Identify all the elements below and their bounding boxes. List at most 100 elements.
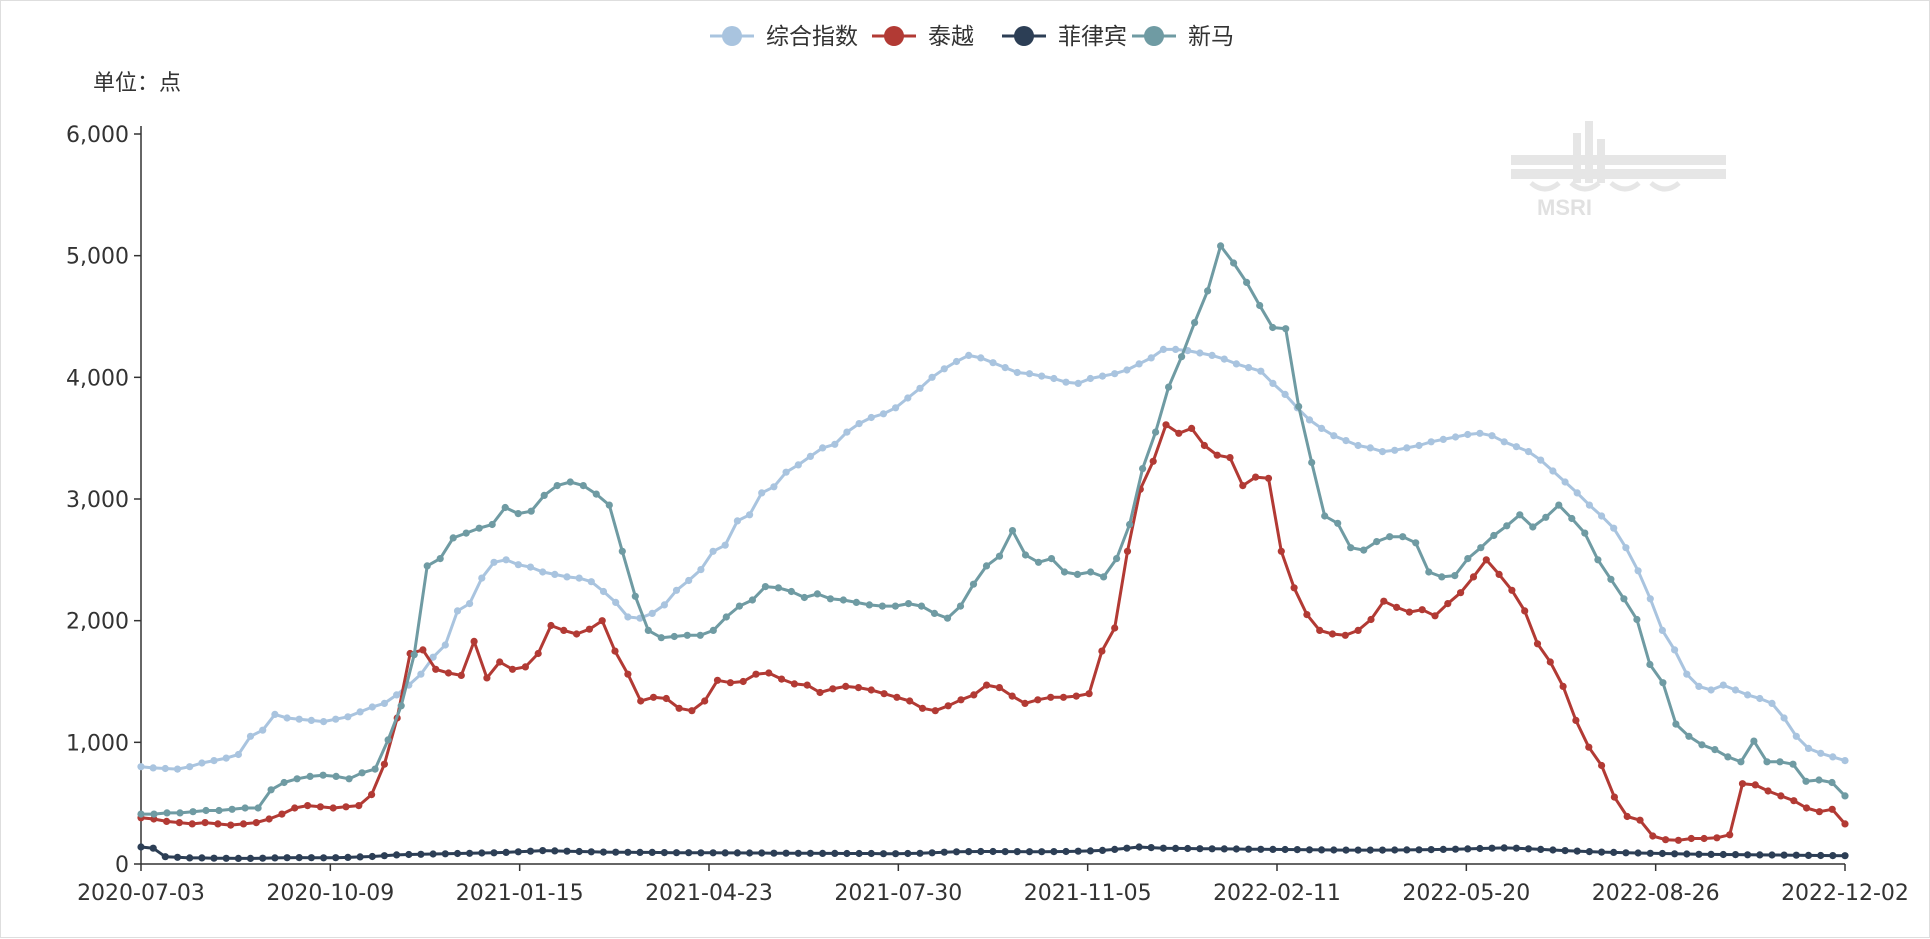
data-point[interactable] (1841, 757, 1849, 765)
data-point[interactable] (441, 641, 449, 649)
data-point[interactable] (685, 849, 693, 857)
data-point[interactable] (1542, 513, 1550, 521)
data-point[interactable] (470, 637, 478, 646)
data-point[interactable] (1047, 693, 1055, 701)
data-point[interactable] (1555, 501, 1563, 509)
data-point[interactable] (1232, 845, 1240, 853)
data-point[interactable] (1790, 797, 1798, 805)
data-point[interactable] (1698, 741, 1706, 749)
data-point[interactable] (202, 806, 210, 815)
data-point[interactable] (1038, 848, 1046, 856)
data-point[interactable] (831, 849, 839, 858)
data-point[interactable] (1360, 546, 1368, 554)
data-point[interactable] (1610, 524, 1618, 532)
data-point[interactable] (1123, 844, 1131, 852)
data-point[interactable] (1305, 416, 1314, 424)
data-point[interactable] (320, 854, 328, 862)
data-point[interactable] (368, 852, 376, 861)
data-point[interactable] (761, 583, 770, 591)
data-point[interactable] (1001, 848, 1009, 856)
data-point[interactable] (931, 707, 939, 715)
data-point[interactable] (904, 394, 912, 402)
data-point[interactable] (1366, 846, 1374, 854)
data-point[interactable] (1282, 325, 1290, 333)
data-point[interactable] (186, 854, 194, 862)
data-point[interactable] (587, 848, 595, 856)
data-point[interactable] (259, 726, 267, 734)
data-point[interactable] (560, 626, 568, 635)
data-point[interactable] (1245, 845, 1253, 853)
data-point[interactable] (1841, 792, 1849, 800)
data-point[interactable] (829, 685, 837, 693)
data-point[interactable] (816, 688, 824, 697)
data-point[interactable] (1598, 512, 1606, 520)
data-point[interactable] (1622, 544, 1630, 552)
data-point[interactable] (547, 621, 555, 630)
data-point[interactable] (295, 854, 303, 862)
data-point[interactable] (599, 587, 608, 596)
data-point[interactable] (612, 848, 620, 856)
data-point[interactable] (1573, 489, 1581, 497)
data-point[interactable] (1607, 575, 1615, 583)
data-point[interactable] (697, 849, 705, 857)
data-point[interactable] (280, 778, 288, 787)
data-point[interactable] (800, 593, 809, 602)
data-point[interactable] (265, 815, 273, 823)
data-point[interactable] (1226, 454, 1234, 462)
data-point[interactable] (1780, 714, 1788, 722)
data-point[interactable] (748, 596, 757, 604)
data-point[interactable] (137, 843, 145, 851)
data-point[interactable] (709, 849, 717, 857)
data-point[interactable] (198, 854, 206, 862)
data-point[interactable] (344, 713, 352, 721)
data-point[interactable] (393, 691, 401, 699)
data-point[interactable] (478, 574, 486, 582)
data-point[interactable] (631, 592, 639, 600)
data-point[interactable] (1777, 792, 1785, 800)
data-point[interactable] (709, 547, 717, 555)
data-point[interactable] (419, 646, 427, 654)
data-point[interactable] (1293, 846, 1301, 854)
data-point[interactable] (1804, 851, 1813, 860)
data-point[interactable] (662, 694, 670, 703)
data-point[interactable] (944, 702, 952, 710)
data-point[interactable] (432, 665, 440, 673)
data-point[interactable] (1476, 429, 1484, 437)
data-point[interactable] (483, 674, 491, 682)
data-point[interactable] (1512, 844, 1520, 852)
data-point[interactable] (441, 850, 449, 858)
data-point[interactable] (1763, 758, 1771, 766)
data-point[interactable] (1062, 378, 1070, 386)
data-point[interactable] (514, 561, 522, 569)
data-point[interactable] (1100, 573, 1108, 581)
data-point[interactable] (1162, 421, 1170, 429)
data-point[interactable] (989, 359, 997, 367)
data-point[interactable] (1021, 699, 1029, 708)
data-point[interactable] (1508, 586, 1516, 594)
data-point[interactable] (1269, 845, 1277, 854)
data-point[interactable] (1330, 846, 1338, 854)
data-point[interactable] (344, 853, 352, 862)
data-point[interactable] (186, 763, 194, 771)
data-point[interactable] (1113, 555, 1121, 563)
data-point[interactable] (1768, 851, 1776, 859)
data-point[interactable] (787, 587, 796, 596)
data-point[interactable] (713, 676, 722, 684)
data-point[interactable] (1438, 573, 1446, 581)
data-point[interactable] (1731, 851, 1740, 859)
data-point[interactable] (307, 716, 315, 725)
data-point[interactable] (1719, 681, 1727, 689)
data-point[interactable] (952, 357, 961, 366)
data-point[interactable] (161, 853, 169, 861)
data-point[interactable] (865, 601, 874, 609)
data-point[interactable] (173, 765, 182, 773)
data-point[interactable] (831, 440, 839, 448)
data-point[interactable] (1490, 531, 1498, 540)
data-point[interactable] (1111, 624, 1119, 632)
data-point[interactable] (770, 849, 778, 857)
data-point[interactable] (1622, 849, 1630, 857)
data-point[interactable] (1243, 278, 1251, 286)
data-point[interactable] (657, 634, 665, 642)
data-point[interactable] (246, 854, 255, 863)
data-point[interactable] (222, 754, 230, 762)
